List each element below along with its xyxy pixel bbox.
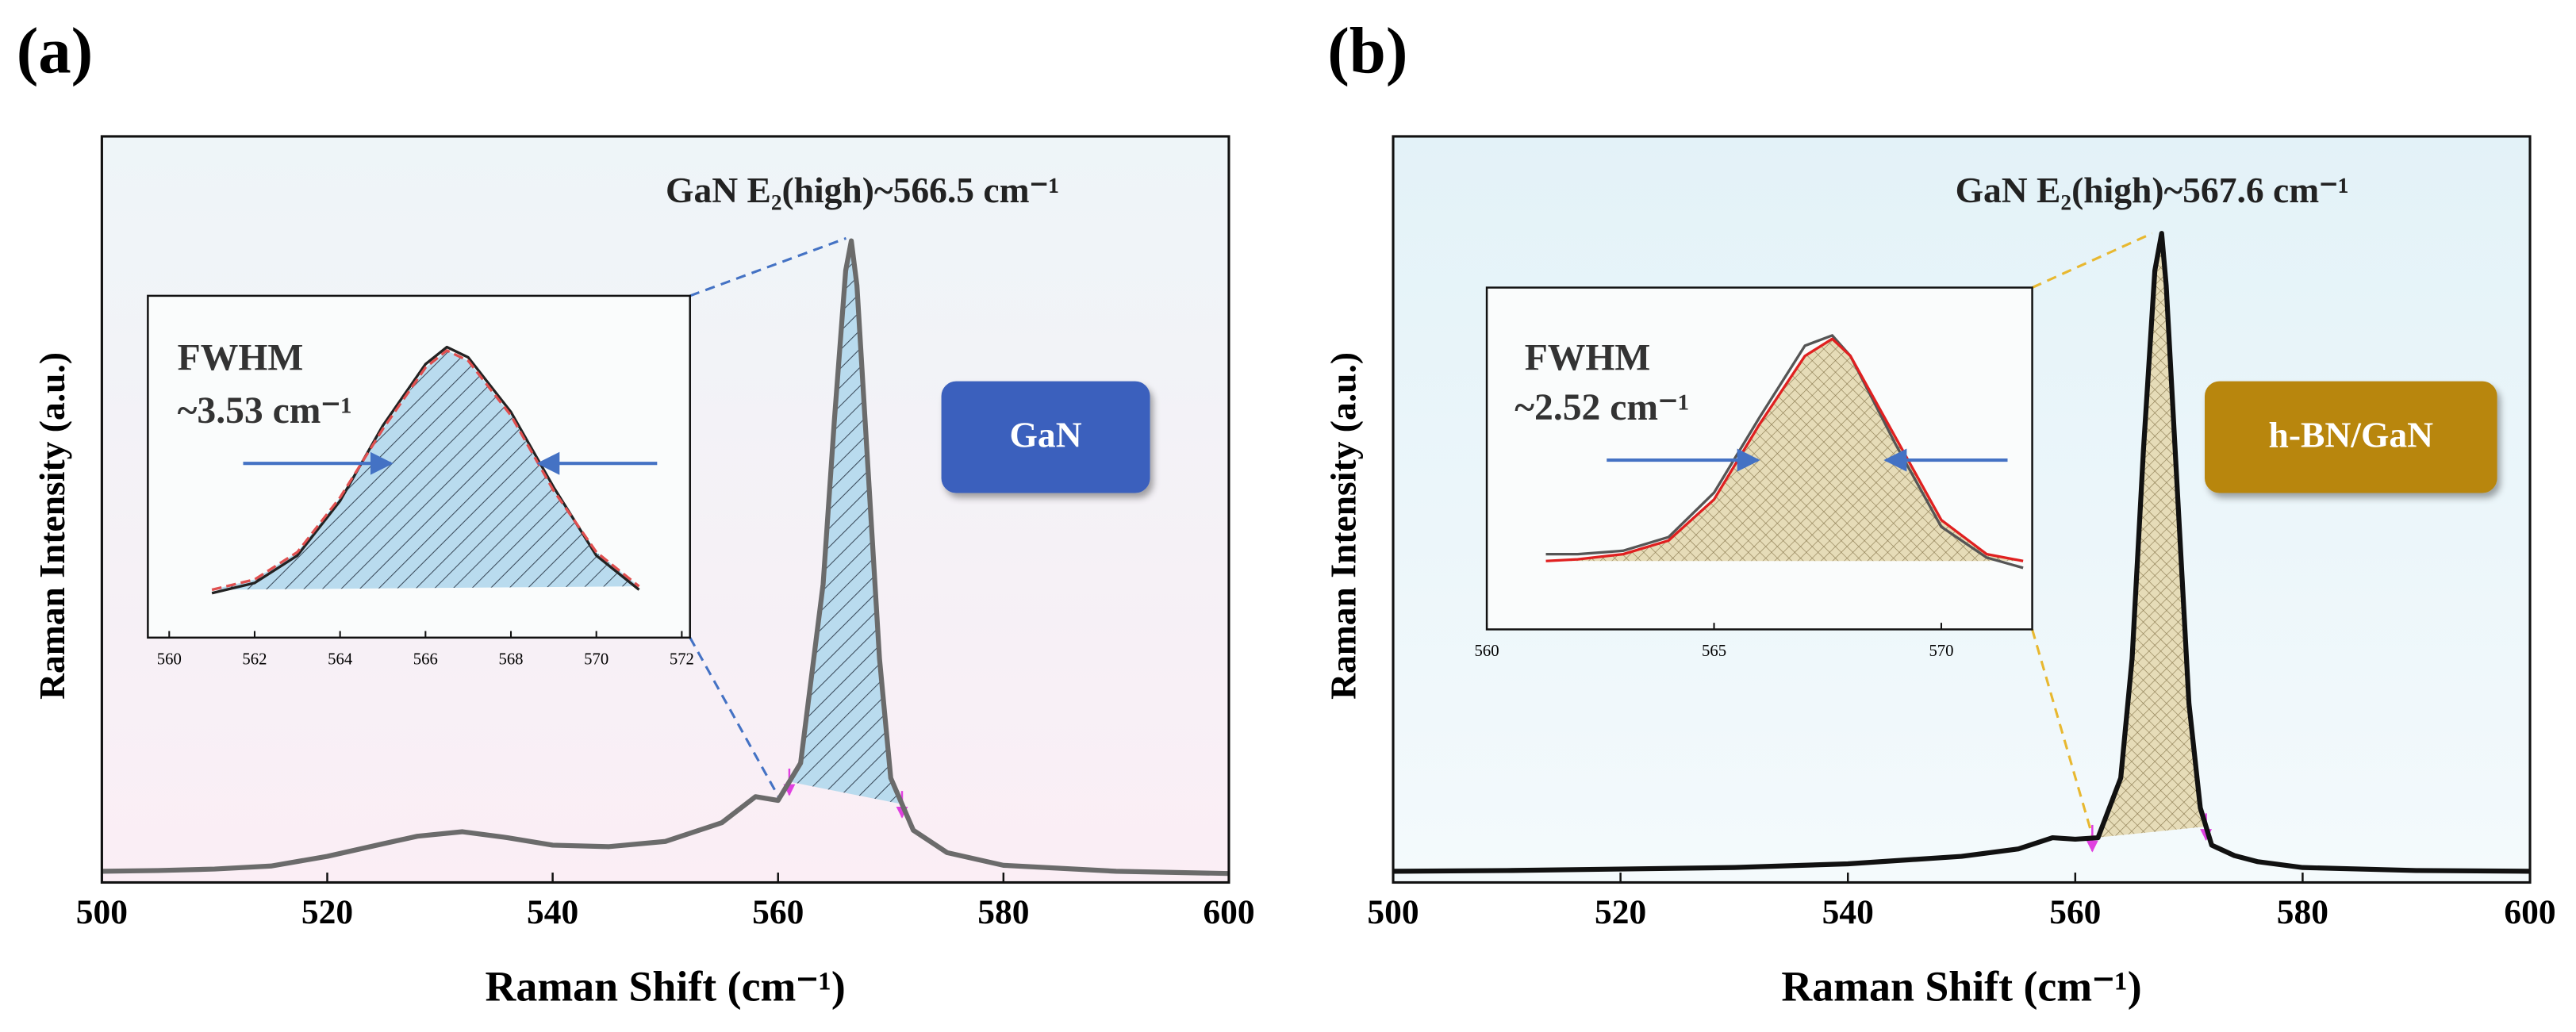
connector [689, 637, 780, 798]
inset-x-tick-label: 560 [1475, 643, 1499, 660]
x-axis-label: Raman Shift (cm⁻¹) [486, 963, 846, 1011]
inset-x-tick-label: 566 [413, 651, 438, 669]
inset-x-tick-label: 565 [1702, 643, 1726, 660]
x-tick-label: 540 [1822, 893, 1874, 931]
x-tick-label: 500 [76, 893, 128, 931]
data-line [211, 349, 640, 592]
y-axis-label: Raman Intensity (a.u.) [32, 352, 72, 700]
x-axis-label: Raman Shift (cm⁻¹) [1781, 963, 2141, 1011]
inset-x-tick-label: 564 [328, 651, 353, 669]
inset-x-tick-label: 560 [157, 651, 182, 669]
axes-frame [100, 135, 1230, 884]
fwhm-label: FWHM [1525, 338, 1651, 379]
inset-fill [1545, 339, 2024, 562]
x-tick-label: 560 [2049, 893, 2101, 931]
inset-x-tick-label: 570 [584, 651, 608, 669]
fwhm-label: FWHM [178, 338, 304, 379]
sample-badge [2205, 381, 2497, 493]
x-tick-label: 600 [2504, 893, 2555, 931]
sample-badge-text: GaN [1010, 415, 1082, 455]
connector [2031, 629, 2094, 838]
x-tick-label: 520 [1595, 893, 1646, 931]
shaded-peak [2092, 233, 2206, 838]
inset-x-tick-label: 572 [670, 651, 694, 669]
inset-x-tick-label: 568 [498, 651, 523, 669]
x-tick-label: 600 [1203, 893, 1254, 931]
peak-annotation: GaN E₂(high)~567.6 cm⁻¹ [1956, 170, 2349, 210]
x-tick-label: 580 [977, 893, 1029, 931]
data-line [1545, 337, 2024, 562]
shaded-peak [789, 240, 902, 804]
y-axis-label: Raman Intensity (a.u.) [1323, 352, 1364, 700]
panel-label: (a) [17, 14, 94, 87]
x-tick-label: 520 [301, 893, 353, 931]
axes-frame [1392, 135, 2532, 884]
inset-x-tick-label: 562 [242, 651, 267, 669]
inset-x-tick-label: 570 [1929, 643, 1953, 660]
charts: (a) Raman Intensity (a.u.) Raman Shift (cm… [17, 14, 2556, 1011]
connector [689, 236, 847, 297]
connector [2031, 232, 2153, 289]
panel-label: (b) [1327, 14, 1407, 87]
data-line [1393, 231, 2531, 874]
x-tick-label: 580 [2277, 893, 2328, 931]
sample-badge [941, 381, 1150, 493]
fwhm-value: ~3.53 cm⁻¹ [178, 390, 352, 432]
data-line [102, 238, 1230, 877]
x-tick-label: 560 [752, 893, 804, 931]
x-tick-label: 500 [1367, 893, 1419, 931]
sample-badge-text: h-BN/GaN [2269, 415, 2434, 455]
data-line [1545, 334, 2024, 570]
fwhm-value: ~2.52 cm⁻¹ [1515, 387, 1689, 428]
x-tick-label: 540 [527, 893, 578, 931]
peak-annotation: GaN E₂(high)~566.5 cm⁻¹ [666, 170, 1059, 210]
